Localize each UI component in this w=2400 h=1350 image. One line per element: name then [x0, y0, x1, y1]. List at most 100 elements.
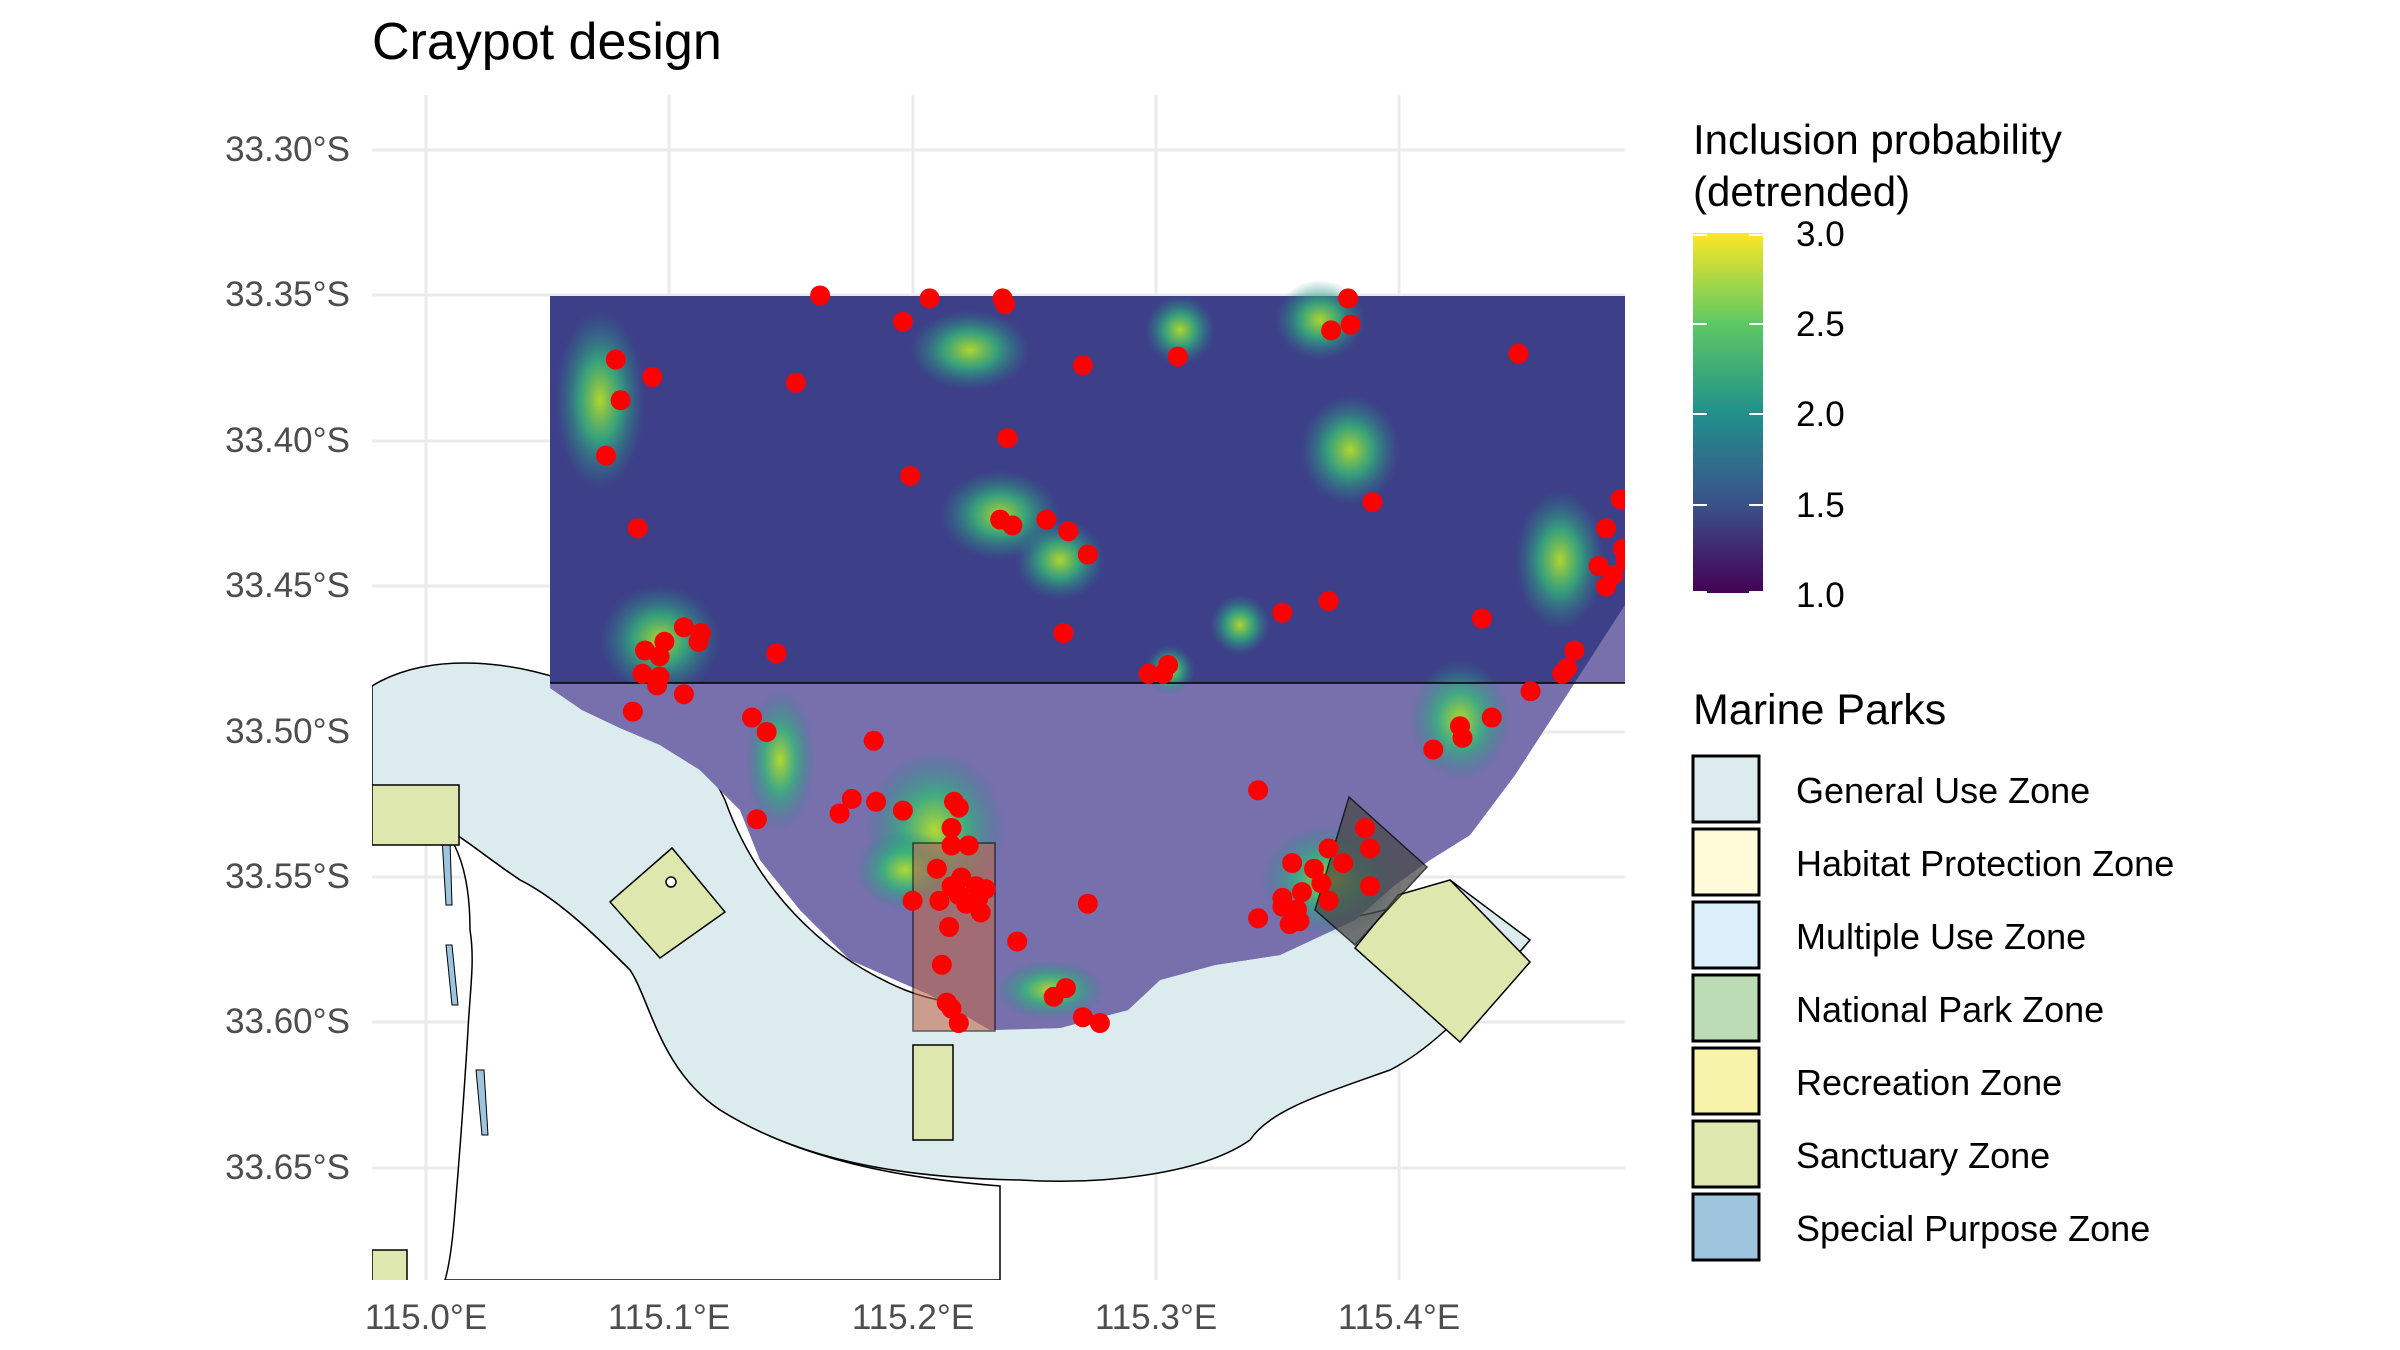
sample-point — [1318, 838, 1339, 859]
x-tick-label: 115.3°E — [1094, 1298, 1218, 1337]
reference-point — [665, 876, 677, 888]
sample-point — [627, 518, 648, 539]
legend-item-multiple-use: Multiple Use Zone — [1796, 916, 2087, 957]
sample-point — [1362, 492, 1383, 513]
sample-point — [785, 372, 806, 393]
legend-item-habitat-protection: Habitat Protection Zone — [1796, 843, 2175, 884]
y-tick-label: 33.45°S — [225, 566, 350, 605]
sample-point — [1360, 838, 1380, 859]
sample-point — [995, 294, 1016, 315]
sample-point — [1564, 640, 1585, 661]
sample-point — [1552, 663, 1573, 684]
sample-point — [970, 902, 991, 923]
sanctuary-zone-south — [912, 1044, 954, 1141]
sample-point — [1072, 1007, 1093, 1028]
sample-point — [900, 465, 921, 486]
legend-key-swatch — [1691, 900, 1761, 970]
inclusion-raster — [550, 280, 1625, 1030]
sample-point — [1596, 576, 1616, 597]
sample-point — [829, 803, 850, 824]
sample-point — [1248, 780, 1269, 801]
sanctuary-zone-inlet — [608, 846, 727, 959]
sample-point — [766, 643, 787, 664]
sanctuary-zone-east — [1353, 879, 1532, 1044]
national-park-zone-east — [1314, 795, 1429, 947]
map-title: Craypot design — [372, 13, 722, 71]
sample-point — [1360, 876, 1380, 897]
colorbar-label: 1.0 — [1796, 576, 1845, 615]
sample-point — [632, 663, 653, 684]
legend-title: Marine Parks — [1693, 686, 1947, 734]
sample-point — [1002, 515, 1023, 536]
legend-item-sanctuary: Sanctuary Zone — [1796, 1135, 2051, 1176]
sample-point — [1321, 320, 1342, 341]
sample-point — [1279, 914, 1300, 935]
sample-point — [1167, 346, 1188, 367]
sample-point — [756, 722, 777, 742]
sample-point — [1333, 853, 1354, 873]
survey-points — [596, 285, 1625, 1033]
sample-point — [948, 1013, 969, 1033]
y-tick-label: 33.40°S — [225, 421, 350, 460]
sample-point — [1043, 986, 1064, 1007]
sample-point — [596, 445, 616, 466]
sample-point — [1340, 314, 1361, 335]
legend-item-national-park: National Park Zone — [1796, 989, 2105, 1030]
colorbar-title: Inclusion probability (detrended) — [1693, 114, 2062, 218]
sample-point — [647, 675, 668, 696]
sample-point — [742, 707, 762, 728]
sample-point — [1282, 853, 1303, 873]
y-tick-label: 33.55°S — [225, 857, 350, 896]
colorbar-label: 2.0 — [1796, 395, 1845, 434]
legend-item-recreation: Recreation Zone — [1796, 1062, 2063, 1103]
sample-point — [1610, 489, 1625, 510]
sample-point — [941, 818, 962, 838]
sample-point — [1272, 602, 1293, 623]
colorbar-ticks — [1693, 234, 1763, 593]
sample-point — [1058, 521, 1079, 542]
sample-point — [642, 367, 663, 387]
sample-point — [1338, 288, 1359, 309]
sample-point — [622, 701, 643, 722]
sample-point — [1248, 908, 1269, 929]
sample-point — [939, 917, 960, 937]
sample-point — [1077, 893, 1098, 914]
sample-point — [931, 954, 952, 975]
colorbar-title-line1: Inclusion probability — [1693, 116, 2062, 163]
sample-point — [673, 617, 694, 638]
sample-point — [1318, 890, 1339, 911]
sample-point — [1508, 343, 1529, 364]
sample-point — [1311, 873, 1332, 894]
sample-point — [1053, 623, 1074, 644]
legend-key-swatch — [1691, 754, 1761, 824]
legend-key-swatch — [1691, 973, 1761, 1043]
sample-point — [841, 788, 862, 809]
sample-point — [941, 835, 962, 856]
special-purpose-strip — [441, 837, 489, 1136]
y-tick-label: 33.35°S — [225, 275, 350, 314]
x-tick-label: 115.0°E — [364, 1298, 488, 1337]
sample-point — [1077, 544, 1098, 565]
sample-point — [926, 858, 947, 879]
sample-point — [1452, 727, 1473, 748]
sample-point — [1355, 818, 1376, 838]
sample-point — [1291, 882, 1312, 903]
sample-point — [673, 684, 694, 705]
legend-keys — [1691, 754, 1761, 1262]
sample-point — [958, 835, 979, 856]
sample-point — [1615, 550, 1625, 571]
legend-item-general-use: General Use Zone — [1796, 770, 2091, 811]
sample-point — [956, 893, 977, 914]
sample-point — [919, 288, 940, 309]
sample-point — [1007, 931, 1028, 952]
colorbar-label: 1.5 — [1796, 486, 1845, 525]
sanctuary-zone-southwest — [372, 1249, 408, 1280]
sample-point — [997, 428, 1018, 449]
sample-point — [1588, 556, 1609, 577]
colorbar-label: 2.5 — [1796, 305, 1845, 344]
sample-point — [1318, 591, 1339, 612]
sample-point — [892, 800, 913, 821]
sample-point — [1036, 509, 1057, 530]
legend-key-swatch — [1691, 1119, 1761, 1189]
